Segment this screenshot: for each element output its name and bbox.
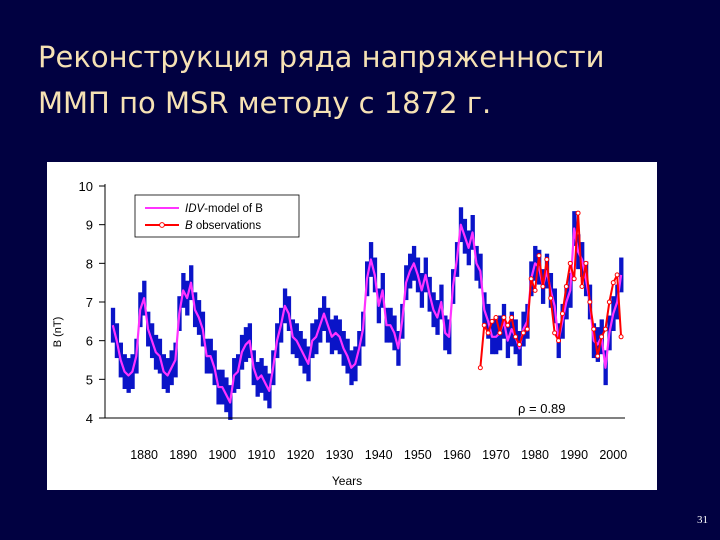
x-tick-label: 1910 xyxy=(247,448,275,462)
observation-point xyxy=(556,338,562,344)
observation-point xyxy=(591,326,597,332)
band-bar xyxy=(619,257,624,293)
observation-point xyxy=(536,253,542,259)
x-tick-label: 1920 xyxy=(287,448,315,462)
model-line-layer xyxy=(111,223,623,404)
legend-label: B observations xyxy=(185,220,261,232)
observation-point xyxy=(571,276,577,282)
y-tick-label: 5 xyxy=(86,372,93,387)
x-tick-label: 1970 xyxy=(482,448,510,462)
observation-point xyxy=(485,330,491,336)
y-tick-label: 6 xyxy=(86,334,93,349)
x-tick-label: 1960 xyxy=(443,448,471,462)
observation-point xyxy=(524,326,530,332)
x-tick-label: 1880 xyxy=(130,448,158,462)
observation-point xyxy=(477,365,483,371)
x-tick-label: 1930 xyxy=(326,448,354,462)
observation-point xyxy=(528,276,534,282)
observation-point xyxy=(579,284,585,290)
y-tick-label: 10 xyxy=(79,179,93,194)
observation-point xyxy=(493,314,499,320)
legend: IDV-model of B B observations xyxy=(134,194,300,238)
y-axis-label: B (nT) xyxy=(52,317,64,348)
legend-label: IDV-model of B xyxy=(185,203,263,215)
observation-point xyxy=(548,295,554,301)
observation-point xyxy=(575,210,581,216)
observation-point xyxy=(599,334,605,340)
observation-point xyxy=(481,322,487,328)
observation-point xyxy=(505,322,511,328)
observations-layer xyxy=(477,210,624,371)
observation-point xyxy=(540,284,546,290)
y-tick-label: 7 xyxy=(86,295,93,310)
x-tick-label: 1990 xyxy=(560,448,588,462)
observation-point xyxy=(509,314,515,320)
observation-point xyxy=(587,299,593,305)
observation-point xyxy=(552,330,558,336)
page-number: 31 xyxy=(697,514,708,526)
observation-point xyxy=(583,260,589,266)
y-tick-label: 8 xyxy=(86,256,93,271)
observation-point xyxy=(567,260,573,266)
observation-point xyxy=(489,318,495,324)
chart-panel: 4 5 6 7 8 9 10 1880 1890 1900 1910 1920 1930 1940 1950… xyxy=(47,162,657,490)
observation-point xyxy=(595,353,601,359)
observation-point xyxy=(563,284,569,290)
model-series-line xyxy=(111,223,623,404)
chart-svg: 4 5 6 7 8 9 10 1880 1890 1900 1910 1920 1930 1940 1950… xyxy=(47,162,657,490)
legend-box xyxy=(134,194,300,238)
x-tick-label: 1980 xyxy=(521,448,549,462)
slide-title-line-2: ММП по MSR методу с 1872 г. xyxy=(38,86,492,120)
slide-title: Реконструкция ряда напряженности ММП по … xyxy=(38,34,698,126)
observation-point xyxy=(516,342,522,348)
observation-point xyxy=(559,311,565,317)
y-tick-label: 4 xyxy=(86,411,93,426)
x-tick-label: 1950 xyxy=(404,448,432,462)
observation-point xyxy=(532,287,538,293)
observation-point xyxy=(614,272,620,278)
observation-point xyxy=(610,280,616,286)
x-tick-label: 1900 xyxy=(208,448,236,462)
observation-point xyxy=(501,314,507,320)
axes-layer: 4 5 6 7 8 9 10 1880 1890 1900 1910 1920 1930 1940 1950… xyxy=(52,179,627,488)
observation-point xyxy=(606,299,612,305)
legend-marker xyxy=(159,222,165,228)
observation-point xyxy=(544,256,550,262)
observation-point xyxy=(520,330,526,336)
slide-title-line-1: Реконструкция ряда напряженности xyxy=(38,40,605,74)
observation-point xyxy=(513,334,519,340)
x-tick-label: 1890 xyxy=(169,448,197,462)
x-tick-label: 1940 xyxy=(365,448,393,462)
x-axis-label: Years xyxy=(332,474,362,488)
observation-point xyxy=(602,326,608,332)
y-tick-label: 9 xyxy=(86,218,93,233)
x-tick-label: 2000 xyxy=(599,448,627,462)
observation-point xyxy=(497,330,503,336)
observation-point xyxy=(618,334,624,340)
correlation-annotation: ρ = 0.89 xyxy=(518,401,566,416)
